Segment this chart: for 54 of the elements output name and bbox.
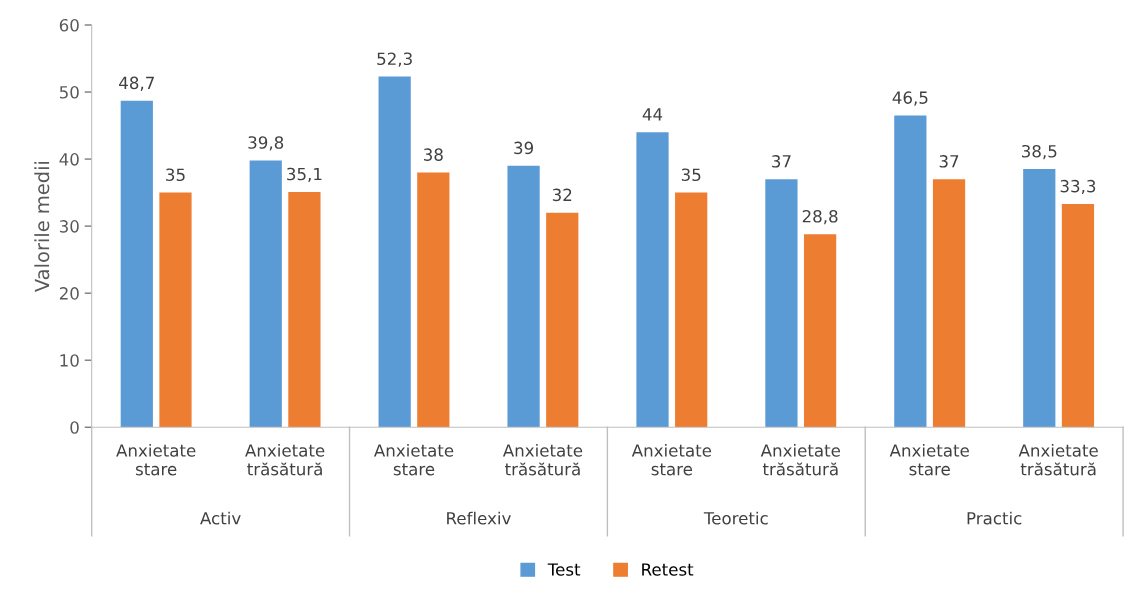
y-tick-label: 50 — [59, 85, 79, 99]
y-tick-label: 20 — [59, 287, 79, 300]
bar — [894, 115, 927, 428]
bar — [249, 160, 282, 428]
data-label: 46,5 — [892, 91, 928, 106]
y-tick-label: 10 — [60, 354, 79, 367]
data-label: 35 — [681, 168, 701, 182]
text: Reflexiv — [447, 511, 511, 525]
y-tick-label: 30 — [59, 220, 79, 233]
bar — [120, 100, 153, 428]
data-label: 38,5 — [1021, 144, 1057, 160]
y-tick-label: 0 — [70, 421, 79, 434]
bar — [546, 212, 579, 428]
y-tick-label: 60 — [59, 18, 79, 32]
data-label: 28,8 — [802, 209, 838, 225]
data-label: 37 — [939, 155, 959, 168]
legend-label: Test — [547, 563, 581, 576]
bar — [1061, 203, 1095, 428]
bar — [636, 132, 669, 428]
data-label: 35,1 — [287, 167, 322, 183]
x-tick-label: Anxietate trăsătură — [502, 443, 583, 476]
bar — [765, 179, 798, 428]
bar — [288, 191, 321, 428]
data-label: 33,3 — [1060, 179, 1096, 195]
x-tick-label: Anxietate stare — [116, 443, 196, 476]
y-axis-title: Valorile medii — [34, 161, 50, 292]
bar — [803, 234, 837, 428]
data-label: 44 — [642, 108, 663, 121]
y-tick-label: 40 — [59, 153, 79, 166]
data-label: 39 — [514, 141, 534, 155]
bar — [159, 192, 192, 428]
x-tick-label: Anxietate trăsătură — [760, 443, 840, 476]
data-label: 32 — [552, 188, 572, 202]
bar — [675, 192, 708, 428]
data-label: 39,8 — [248, 136, 284, 151]
legend-label: Retest — [642, 563, 694, 576]
bar — [932, 179, 966, 428]
x-tick-label: Anxietate stare — [631, 443, 712, 476]
data-label: 52,3 — [377, 52, 412, 67]
bar — [507, 165, 540, 428]
data-label: 48,7 — [119, 76, 154, 91]
x-tick-label: Anxietate stare — [889, 443, 969, 476]
text: Teoretic — [703, 511, 768, 525]
text: Practic — [967, 511, 1022, 525]
data-label: 35 — [166, 168, 185, 182]
x-tick-label: Anxietate trăsătură — [1018, 443, 1098, 476]
x-tick-label: Anxietate stare — [374, 443, 454, 476]
x-tick-label: Anxietate trăsătură — [245, 443, 325, 476]
text: Activ — [200, 511, 241, 525]
bar — [1023, 169, 1056, 428]
data-label: 38 — [424, 148, 443, 161]
bar — [378, 76, 411, 428]
data-label: 37 — [772, 155, 791, 168]
bar — [417, 172, 450, 428]
